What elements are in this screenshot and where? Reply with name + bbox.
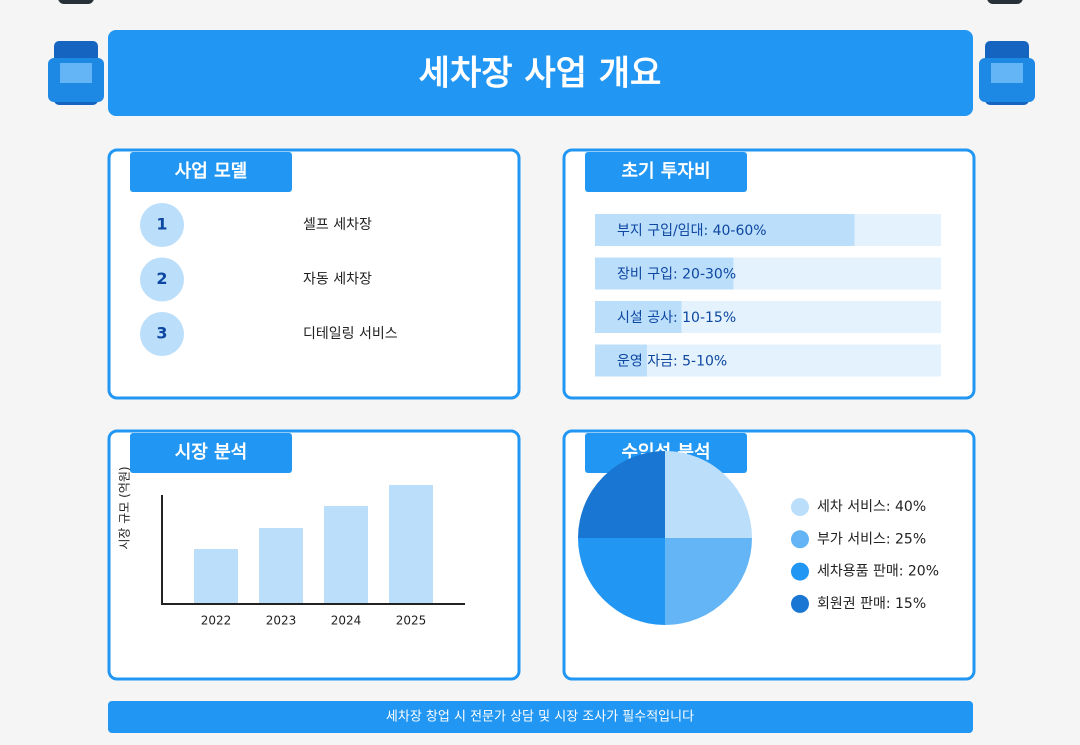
icon bbox=[987, 0, 1023, 4]
pie-slice bbox=[665, 538, 752, 625]
bar-label: 운영 자금: 5-10% bbox=[617, 354, 727, 370]
card-tab bbox=[585, 152, 747, 192]
legend-label: 부가 서비스: 25% bbox=[817, 531, 926, 547]
legend-swatch bbox=[791, 562, 809, 581]
x-tick-label: 2023 bbox=[266, 614, 297, 628]
x-tick-label: 2024 bbox=[331, 614, 362, 628]
step-number: 2 bbox=[156, 269, 167, 288]
x-tick-label: 2025 bbox=[396, 614, 427, 628]
bar bbox=[324, 506, 368, 604]
pie-slice bbox=[578, 538, 665, 625]
legend-label: 회원권 판매: 15% bbox=[817, 596, 926, 612]
legend-label: 세차 서비스: 40% bbox=[817, 499, 926, 515]
footer-text: 세차장 창업 시 전문가 상담 및 시장 조사가 필수적입니다 bbox=[386, 710, 694, 725]
bar bbox=[389, 485, 433, 604]
step-label: 디테일링 서비스 bbox=[303, 326, 398, 342]
seat-icon bbox=[979, 41, 1035, 105]
bar-fill bbox=[595, 344, 647, 377]
card-title: 시장 분석 bbox=[175, 442, 248, 463]
y-axis-label: 시장 규모 (억원) bbox=[118, 466, 132, 549]
bar bbox=[194, 549, 238, 604]
step-label: 셀프 세차장 bbox=[303, 217, 372, 233]
legend-swatch bbox=[791, 530, 809, 549]
icon bbox=[58, 0, 94, 4]
step-number: 1 bbox=[156, 215, 167, 234]
header bbox=[108, 30, 973, 116]
footer bbox=[108, 701, 973, 733]
page-title: 세차장 사업 개요 bbox=[419, 54, 662, 94]
legend-label: 세차용품 판매: 20% bbox=[817, 564, 939, 580]
bar-label: 장비 구입: 20-30% bbox=[617, 267, 736, 283]
legend-swatch bbox=[791, 498, 809, 516]
bar-track bbox=[595, 344, 941, 377]
step-circle bbox=[140, 312, 184, 356]
seat-icon bbox=[48, 41, 104, 105]
card-title: 초기 투자비 bbox=[621, 161, 710, 182]
card-tab bbox=[130, 152, 292, 192]
pie-slice bbox=[665, 451, 752, 538]
card-title: 사업 모델 bbox=[175, 161, 248, 182]
step-circle bbox=[140, 203, 184, 247]
legend-swatch bbox=[791, 594, 809, 613]
bar-label: 시설 공사: 10-15% bbox=[617, 310, 736, 326]
bar bbox=[259, 528, 303, 604]
bar-fill bbox=[595, 257, 734, 290]
bar-fill bbox=[595, 214, 855, 246]
pie-slice bbox=[578, 451, 665, 538]
bar-label: 부지 구입/임대: 40-60% bbox=[617, 223, 767, 239]
bar-fill bbox=[595, 301, 682, 333]
step-label: 자동 세차장 bbox=[303, 272, 372, 288]
step-number: 3 bbox=[156, 324, 167, 343]
step-circle bbox=[140, 257, 184, 302]
card bbox=[107, 148, 521, 400]
x-tick-label: 2022 bbox=[201, 614, 232, 628]
card-tab bbox=[130, 433, 292, 473]
